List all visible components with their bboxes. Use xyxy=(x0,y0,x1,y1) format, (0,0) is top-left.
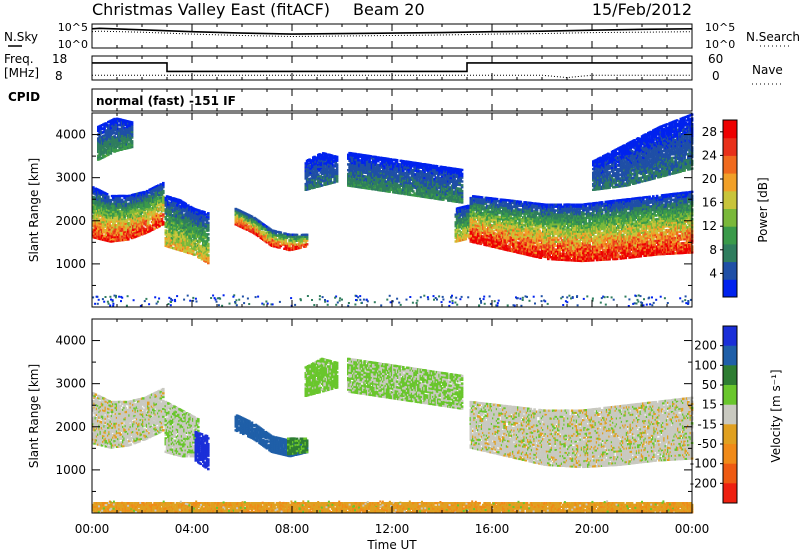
velocity-colorbar-swatch-5 xyxy=(723,424,737,444)
noise-left-label: N.Sky xyxy=(4,30,38,44)
freq-left-label-2: [MHz] xyxy=(4,66,39,80)
x-tick-label-5: 20:00 xyxy=(575,522,610,536)
radar-title: Christmas Valley East (fitACF) xyxy=(92,0,330,19)
power-panel: 1000 2000 3000 4000 Slant Range [km] 4 8 12 16… xyxy=(27,113,770,307)
noise-panel: N.Sky 10^5 10^0 10^5 10^0 N.Search xyxy=(4,21,800,51)
power-colorbar-swatch-2 xyxy=(723,244,737,262)
velocity-colorbar-swatch-3 xyxy=(723,385,737,405)
velocity-colorbar-tick-7: -200 xyxy=(690,476,717,490)
power-colorbar-swatch-1 xyxy=(723,262,737,280)
power-y-tick-0: 1000 xyxy=(55,257,86,271)
power-colorbar-label: Power [dB] xyxy=(756,177,770,242)
date-label: 15/Feb/2012 xyxy=(592,0,692,19)
velocity-colorbar-swatch-7 xyxy=(723,464,737,484)
noise-right-tick-bottom: 10^0 xyxy=(705,38,735,51)
power-colorbar-swatch-6 xyxy=(723,173,737,191)
velocity-colorbar-tick-1: 100 xyxy=(694,358,717,372)
power-colorbar-tick-2: 12 xyxy=(702,219,717,233)
velocity-colorbar-tick-5: -50 xyxy=(697,437,717,451)
velocity-colorbar-tick-3: 15 xyxy=(702,398,717,412)
freq-right-tick-top: 60 xyxy=(708,52,723,66)
power-colorbar-swatch-0 xyxy=(723,279,737,297)
power-colorbar-swatch-8 xyxy=(723,138,737,156)
velocity-colorbar-tick-4: -15 xyxy=(697,417,717,431)
velocity-colorbar-swatch-6 xyxy=(723,444,737,464)
velocity-region-8 xyxy=(92,502,693,513)
freq-panel: Freq. [MHz] 18 8 60 0 Nave xyxy=(4,52,783,84)
power-colorbar-swatch-9 xyxy=(723,120,737,138)
power-colorbar-tick-5: 24 xyxy=(702,148,717,162)
freq-right-tick-bottom: 0 xyxy=(712,69,720,83)
freq-series xyxy=(92,63,692,72)
freq-left-label-1: Freq. xyxy=(4,52,34,66)
x-tick-label-2: 08:00 xyxy=(275,522,310,536)
power-colorbar-tick-3: 16 xyxy=(702,196,717,210)
power-y-tick-1: 2000 xyxy=(55,214,86,228)
velocity-colorbar-tick-6: -100 xyxy=(690,457,717,471)
power-colorbar-swatch-5 xyxy=(723,191,737,209)
velocity-colorbar-swatch-2 xyxy=(723,365,737,385)
x-tick-label-1: 04:00 xyxy=(175,522,210,536)
power-colorbar-tick-6: 28 xyxy=(702,125,717,139)
power-colorbar-swatch-3 xyxy=(723,226,737,244)
noise-left-tick-top: 10^5 xyxy=(58,21,88,34)
velocity-colorbar-swatch-0 xyxy=(723,326,737,346)
noise-left-tick-bottom: 10^0 xyxy=(58,38,88,51)
velocity-colorbar-swatch-4 xyxy=(723,405,737,425)
beam-label: Beam 20 xyxy=(353,0,425,19)
x-tick-label-0: 00:00 xyxy=(75,522,110,536)
nave-label: Nave xyxy=(752,63,783,77)
velocity-y-tick-1: 2000 xyxy=(55,420,86,434)
x-tick-label-6: 00:00 xyxy=(675,522,710,536)
power-ylabel: Slant Range [km] xyxy=(27,158,41,262)
velocity-panel: 1000 2000 3000 4000 Slant Range [km] 200 100… xyxy=(27,319,783,513)
power-colorbar-tick-0: 4 xyxy=(709,266,717,280)
velocity-colorbar-swatch-1 xyxy=(723,346,737,366)
power-y-tick-2: 3000 xyxy=(55,171,86,185)
x-axis-label: Time UT xyxy=(366,538,417,552)
power-colorbar-swatch-7 xyxy=(723,155,737,173)
velocity-y-tick-3: 4000 xyxy=(55,334,86,348)
noise-right-tick-top: 10^5 xyxy=(705,21,735,34)
freq-left-tick-top: 18 xyxy=(52,52,67,66)
velocity-colorbar-label: Velocity [m s⁻¹] xyxy=(769,369,783,462)
velocity-colorbar-swatch-8 xyxy=(723,483,737,503)
velocity-y-tick-2: 3000 xyxy=(55,377,86,391)
velocity-y-tick-0: 1000 xyxy=(55,463,86,477)
cpid-value: normal (fast) -151 IF xyxy=(96,94,236,108)
freq-left-tick-bottom: 8 xyxy=(55,69,63,83)
velocity-colorbar-tick-2: 50 xyxy=(702,378,717,392)
power-y-tick-3: 4000 xyxy=(55,128,86,142)
x-tick-label-3: 12:00 xyxy=(375,522,410,536)
power-colorbar-swatch-4 xyxy=(723,209,737,227)
cpid-label: CPID xyxy=(8,90,40,104)
power-colorbar-tick-4: 20 xyxy=(702,172,717,186)
x-tick-label-4: 16:00 xyxy=(475,522,510,536)
power-colorbar-tick-1: 8 xyxy=(709,243,717,257)
velocity-ylabel: Slant Range [km] xyxy=(27,364,41,468)
noise-right-label: N.Search xyxy=(746,30,800,44)
velocity-colorbar-tick-0: 200 xyxy=(694,339,717,353)
